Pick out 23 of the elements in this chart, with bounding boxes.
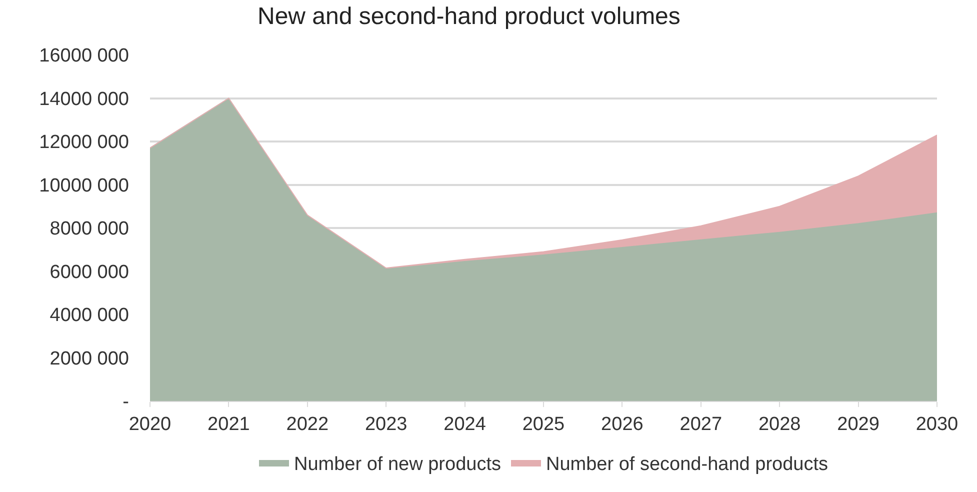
x-tick-label: 2029 [837,414,880,435]
chart-title: New and second-hand product volumes [258,3,680,30]
y-tick-label: 6000 000 [50,262,129,283]
y-tick-label: 14000 000 [39,88,129,110]
x-tick-label: 2028 [758,414,801,435]
x-tick-label: 2030 [916,414,958,435]
y-tick-label: 10000 000 [39,175,129,196]
x-tick-label: 2026 [601,414,644,435]
y-tick-label: - [122,392,129,413]
x-tick-label: 2024 [444,414,486,435]
legend-label: Number of second-hand products [546,454,828,475]
x-tick-label: 2023 [364,414,408,435]
x-tick-label: 2027 [680,414,722,435]
legend-label: Number of new products [294,454,501,475]
y-tick-label: 2000 000 [50,348,129,370]
x-tick-label: 2022 [286,414,329,435]
y-tick-label: 12000 000 [39,132,129,154]
y-tick-label: 8000 000 [50,218,129,240]
x-tick-label: 2021 [208,414,250,435]
y-tick-label: 4000 000 [50,305,129,326]
x-tick-label: 2020 [128,414,172,435]
x-tick-label: 2025 [522,414,565,435]
y-tick-label: 16000 000 [39,46,129,67]
